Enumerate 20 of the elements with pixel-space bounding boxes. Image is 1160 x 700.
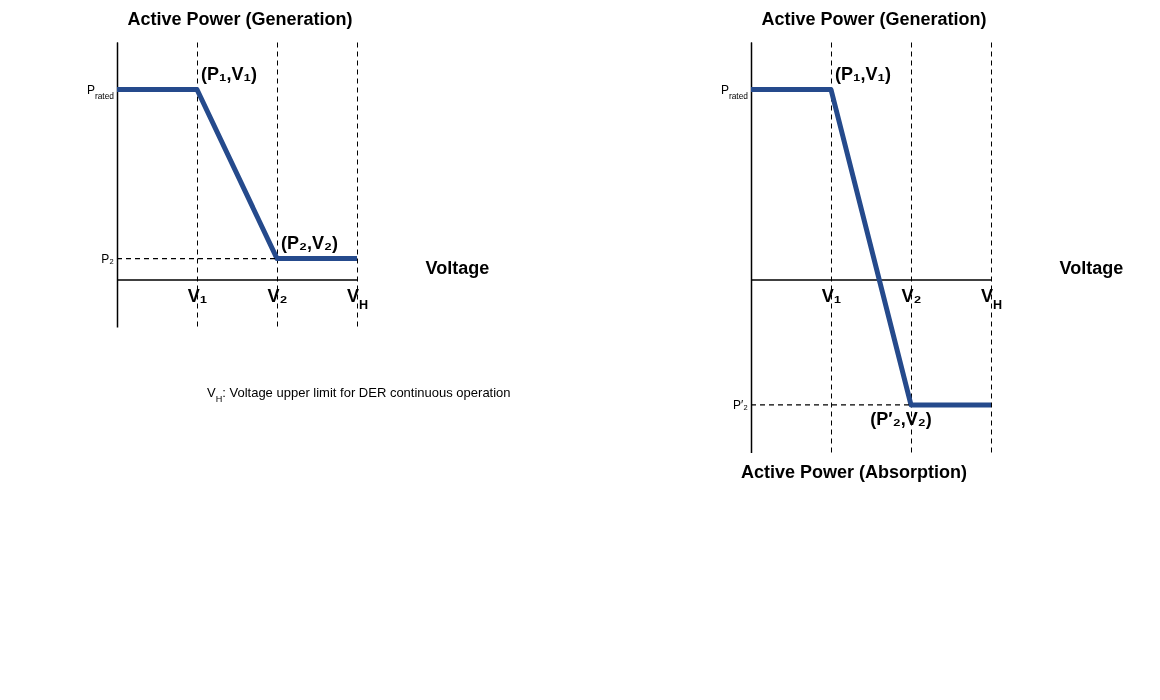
x-tick-label: V₁ [187,286,208,306]
ref-line-label: P₂ [101,251,115,266]
x-axis-title: Voltage [1059,258,1124,278]
annotation: (P₁,V₁) [201,63,257,84]
x-tick-label: V₁ [821,286,842,306]
text: P$_{rated}$ [720,82,749,101]
text: P$_{rated}$ [86,82,115,101]
x-tick-label: V₂ [267,286,288,306]
annotation: (P′₂,V₂) [870,408,932,429]
y-axis-title: Active Power (Generation) [127,8,353,29]
annotation: (P₁,V₁) [835,63,891,84]
annotation: (P₂,V₂) [281,232,338,253]
x-tick-label: V$_{H}$ [346,286,369,312]
x-tick-label: V₂ [901,286,922,306]
y-axis-title: Active Power (Generation) [761,8,987,29]
x-tick-label: V$_{H}$ [980,286,1003,312]
text: Active Power (Absorption) [741,462,968,483]
text: V$_{H}$: Voltage upper limit for DER continuous operation [207,385,511,404]
ref-line-label: P′₂ [733,397,749,412]
x-axis-title: Voltage [425,258,490,278]
